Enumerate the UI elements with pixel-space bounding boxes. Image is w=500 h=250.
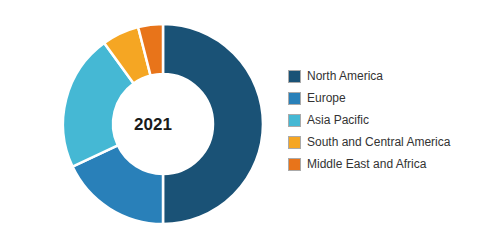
html-text:North America: North America (307, 69, 383, 83)
html-text:Asia Pacific: Asia Pacific (307, 113, 369, 127)
html-text:Middle East and Africa: Middle East and Africa (307, 157, 427, 171)
html-text:South and Central America: South and Central America (307, 135, 451, 149)
html-text:Europe: Europe (307, 91, 346, 105)
svg-text:2021: 2021 (134, 115, 172, 134)
